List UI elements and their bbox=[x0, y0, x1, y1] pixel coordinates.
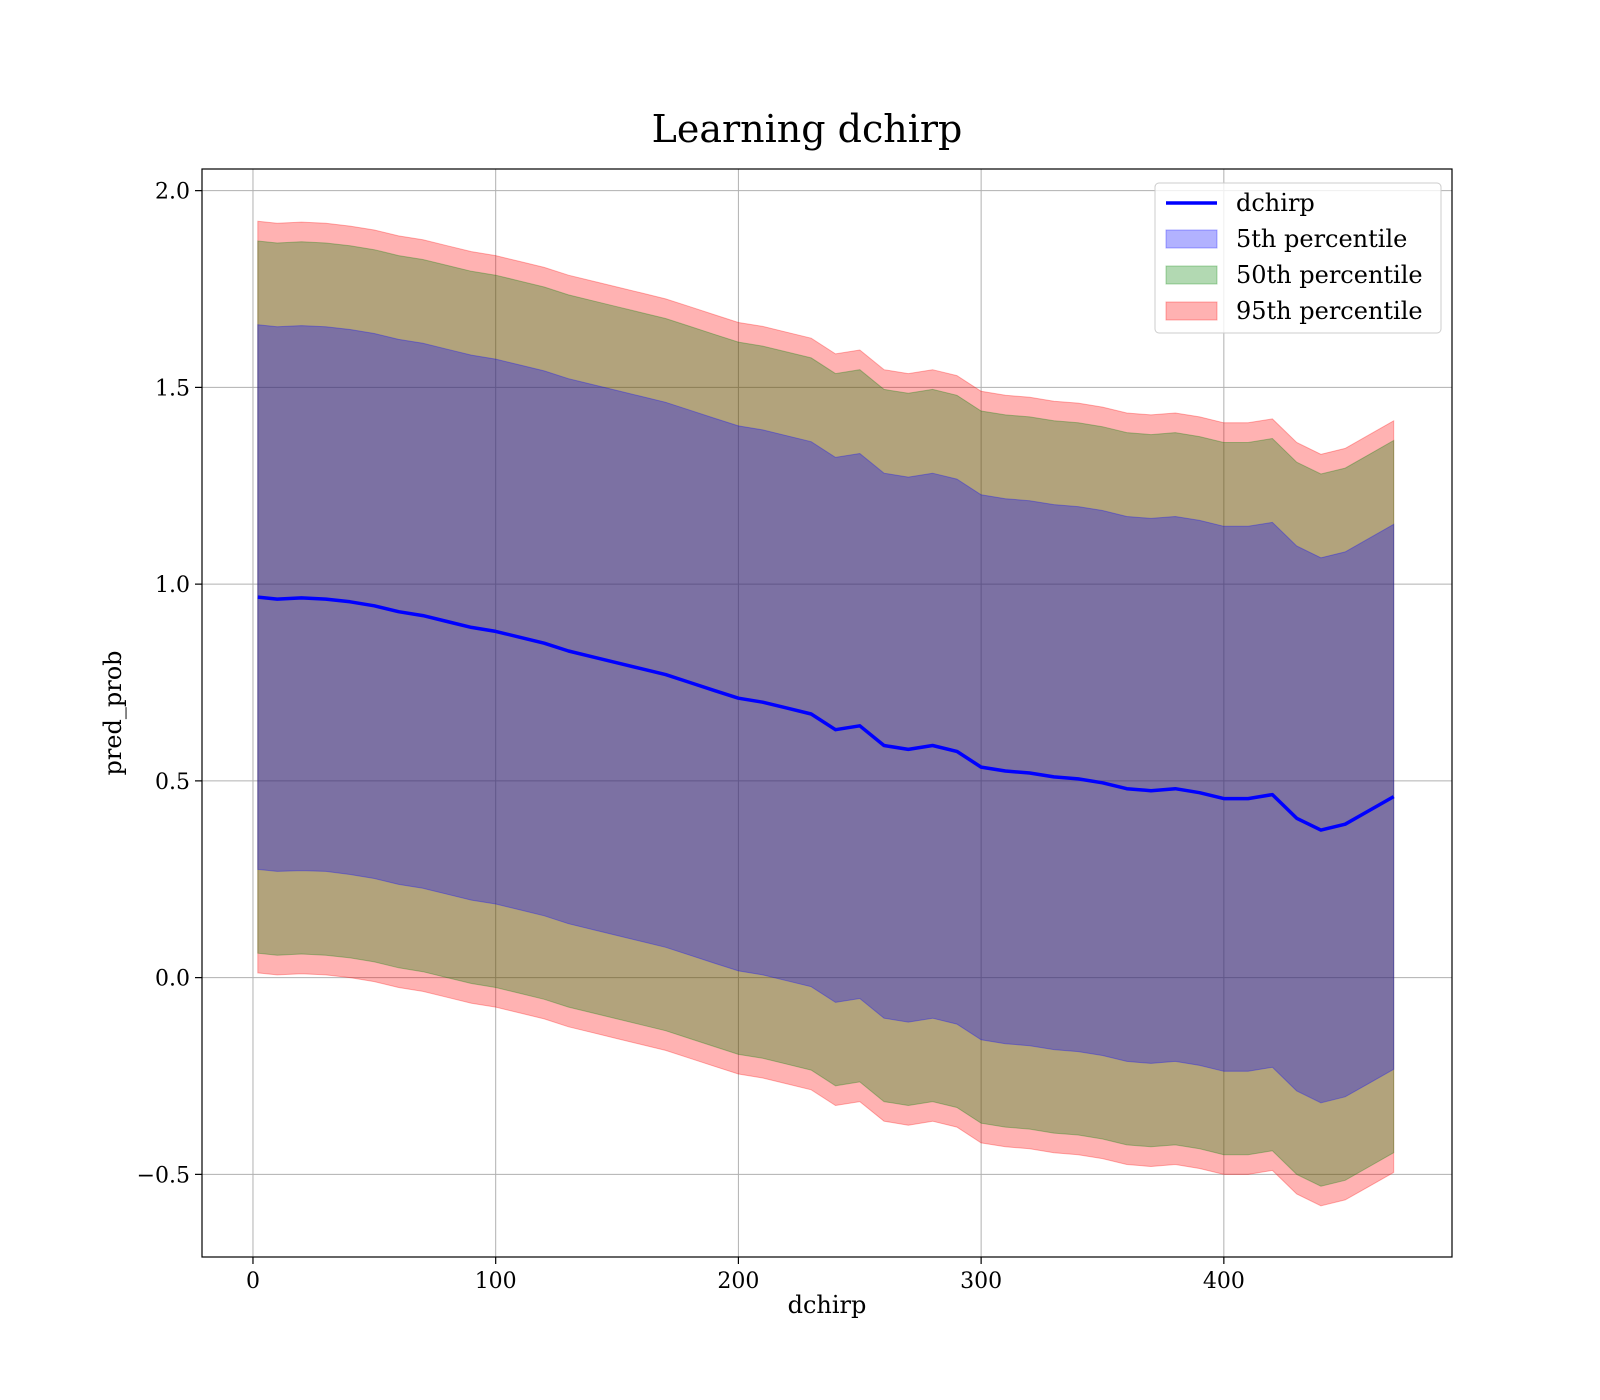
y-axis-ticks: −0.5 0.0 0.5 1.0 1.5 2.0 bbox=[137, 180, 202, 1188]
y-tick-label: 0.5 bbox=[155, 770, 190, 795]
legend-label-50th: 50th percentile bbox=[1236, 261, 1423, 289]
y-tick-label: 1.0 bbox=[155, 573, 190, 598]
percentile-bands bbox=[257, 220, 1395, 1207]
legend-swatch-50th bbox=[1165, 265, 1218, 285]
y-tick-label: 2.0 bbox=[155, 180, 190, 205]
series-lines bbox=[257, 595, 1395, 832]
series-line-dchirp bbox=[257, 595, 1395, 832]
x-tick-label: 200 bbox=[717, 1269, 759, 1294]
legend-swatch-5th bbox=[1165, 229, 1218, 249]
legend-label-dchirp: dchirp bbox=[1236, 189, 1315, 217]
legend-label-95th: 95th percentile bbox=[1236, 297, 1423, 325]
y-tick-label: 0.0 bbox=[155, 967, 190, 992]
legend-label-5th: 5th percentile bbox=[1236, 225, 1407, 253]
x-tick-label: 0 bbox=[246, 1269, 260, 1294]
band-5th bbox=[257, 324, 1395, 1104]
chart-title: Learning dchirp bbox=[652, 107, 963, 151]
legend: dchirp 5th percentile 50th percentile 95… bbox=[1154, 182, 1442, 334]
y-axis-label: pred_prob bbox=[99, 650, 127, 775]
legend-frame bbox=[1154, 182, 1442, 334]
x-tick-label: 400 bbox=[1203, 1269, 1245, 1294]
y-tick-label: −0.5 bbox=[137, 1163, 190, 1188]
x-tick-label: 300 bbox=[960, 1269, 1002, 1294]
x-axis-ticks: 0 100 200 300 400 bbox=[246, 1257, 1245, 1294]
y-tick-label: 1.5 bbox=[155, 376, 190, 401]
plot-area-frame bbox=[201, 168, 1453, 1258]
x-axis-label: dchirp bbox=[788, 1291, 867, 1319]
band-95th bbox=[257, 220, 1395, 1207]
band-50th bbox=[257, 240, 1395, 1187]
legend-swatch-95th bbox=[1165, 301, 1218, 321]
x-tick-label: 100 bbox=[475, 1269, 517, 1294]
